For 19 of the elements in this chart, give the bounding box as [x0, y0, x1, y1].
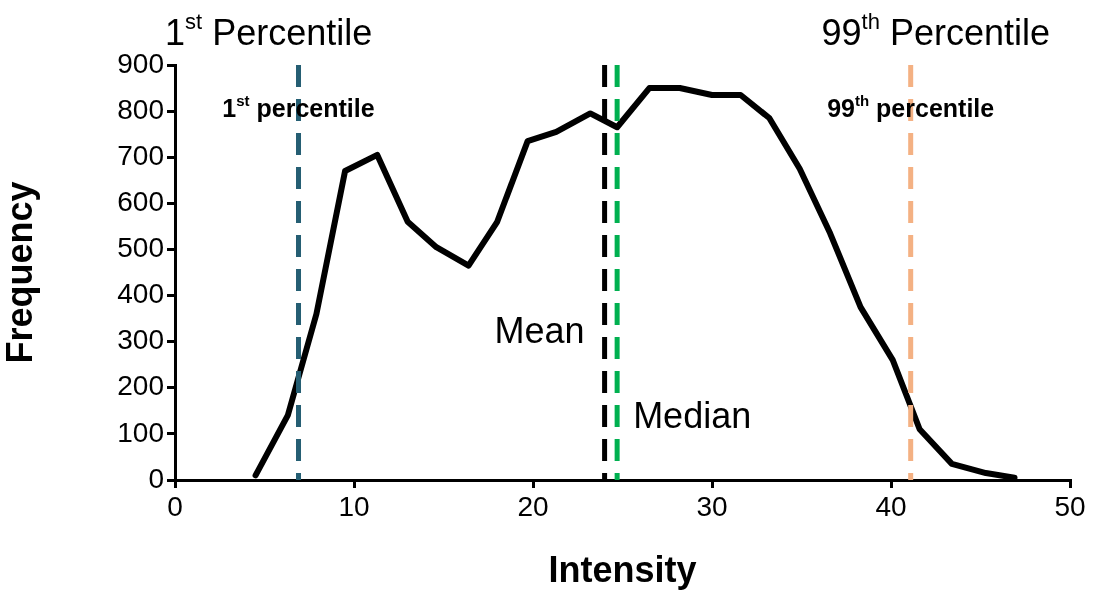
y-tick-label: 700: [117, 139, 164, 171]
y-tick-label: 600: [117, 186, 164, 218]
x-tick-label: 50: [1054, 490, 1086, 522]
x-tick-label: 30: [696, 490, 728, 522]
x-tick-label: 10: [338, 490, 370, 522]
y-tick-label: 900: [117, 47, 164, 79]
y-tick-label: 800: [117, 93, 164, 125]
y-tick-label: 300: [117, 324, 164, 356]
y-tick-label: 200: [117, 370, 164, 402]
y-tick-label: 400: [117, 278, 164, 310]
ref-line-label: Median: [633, 395, 752, 436]
ref-line-label: Mean: [494, 310, 585, 351]
y-tick-label: 500: [117, 232, 164, 264]
x-axis-title: Intensity: [548, 549, 697, 591]
y-axis-title: Frequency: [0, 181, 40, 364]
y-tick-label: 0: [148, 462, 164, 494]
y-tick-label: 100: [117, 416, 164, 448]
x-tick-label: 20: [517, 490, 549, 522]
x-tick-label: 40: [875, 490, 907, 522]
